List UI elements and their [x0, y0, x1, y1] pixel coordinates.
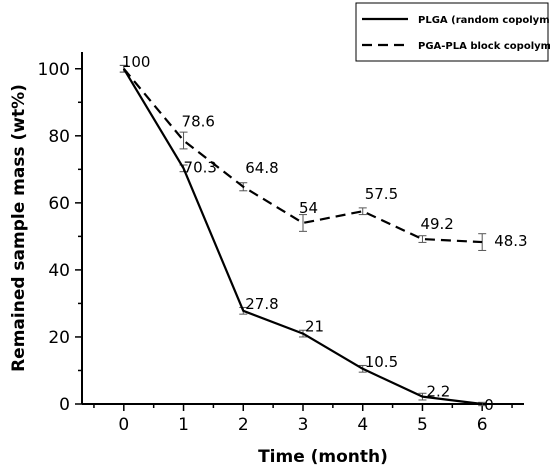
x-tick-label: 3 [298, 415, 309, 435]
x-tick-label: 1 [178, 415, 189, 435]
data-label: 27.8 [245, 295, 278, 313]
series-lines [122, 68, 483, 406]
data-label: 2.2 [426, 383, 450, 401]
x-tick-label: 6 [477, 415, 488, 435]
data-label: 21 [305, 318, 324, 336]
y-axis-title: Remained sample mass (wt%) [9, 84, 29, 372]
legend-entry-1: PLGA (random copolymer) [418, 15, 550, 26]
data-label: 70.3 [184, 158, 217, 176]
legend-entry-2: PGA-PLA block copolymer [418, 41, 550, 52]
y-tick-label: 60 [48, 194, 70, 214]
data-label: 49.2 [420, 215, 453, 233]
legend-box [355, 2, 549, 62]
y-tick-label: 0 [59, 395, 70, 415]
data-label: 48.3 [494, 232, 527, 250]
data-label: 10.5 [365, 353, 398, 371]
series-line-1 [122, 68, 483, 406]
y-tick-label: 20 [48, 328, 70, 348]
x-axis-title: Time (month) [258, 447, 388, 467]
x-tick-label: 4 [357, 415, 368, 435]
data-label: 100 [122, 53, 151, 71]
data-label: 64.8 [245, 159, 278, 177]
data-labels: 100 70.3 27.8 21 10.5 2.2 0 78.6 64.8 54 57.5 49.2 4… [122, 53, 528, 414]
error-bars [119, 64, 487, 407]
data-label: 78.6 [182, 113, 215, 131]
y-tick-label: 100 [38, 60, 70, 80]
y-tick-label: 80 [48, 127, 70, 147]
x-tick-label: 5 [417, 415, 428, 435]
y-tick-label: 40 [48, 261, 70, 281]
x-tick-label: 0 [118, 415, 129, 435]
x-tick-label: 2 [238, 415, 249, 435]
data-label: 57.5 [365, 185, 398, 203]
legend: PLGA (random copolymer) PGA-PLA block cop… [355, 2, 550, 62]
data-label: 54 [299, 199, 318, 217]
data-label: 0 [484, 396, 494, 414]
